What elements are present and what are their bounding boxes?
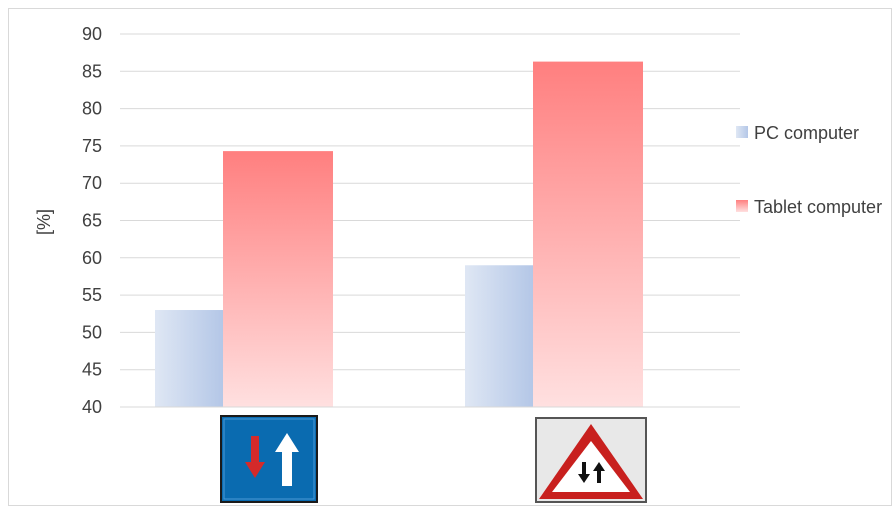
legend-swatch-pc <box>736 126 748 138</box>
y-tick-label: 75 <box>82 136 102 156</box>
y-tick-label: 90 <box>82 24 102 44</box>
legend-swatch-tablet <box>736 200 748 212</box>
y-tick-label: 45 <box>82 360 102 380</box>
bars <box>120 61 740 408</box>
y-axis-title: [%] <box>34 209 54 235</box>
y-tick-label: 80 <box>82 99 102 119</box>
y-tick-label: 50 <box>82 322 102 342</box>
bar-tablet-1 <box>223 151 333 407</box>
legend: PC computer Tablet computer <box>736 120 894 268</box>
y-tick-label: 70 <box>82 173 102 193</box>
bar-tablet-2 <box>533 61 643 408</box>
legend-label-pc: PC computer <box>754 123 860 143</box>
y-tick-label: 65 <box>82 211 102 231</box>
y-tick-labels: 40 45 50 55 60 65 70 75 80 85 90 <box>82 24 102 417</box>
chart-frame <box>8 8 892 506</box>
legend-item-pc-computer: PC computer <box>736 120 894 146</box>
bar-pc-1 <box>155 310 223 407</box>
y-tick-label: 40 <box>82 397 102 417</box>
y-tick-label: 60 <box>82 248 102 268</box>
two-way-traffic-ahead-icon <box>535 417 647 503</box>
legend-item-tablet-computer: Tablet computer <box>736 194 894 220</box>
legend-label-tablet: Tablet computer <box>754 197 883 217</box>
priority-over-oncoming-traffic-icon <box>220 415 318 503</box>
bar-pc-2 <box>465 265 533 407</box>
y-tick-label: 55 <box>82 285 102 305</box>
y-tick-label: 85 <box>82 61 102 81</box>
